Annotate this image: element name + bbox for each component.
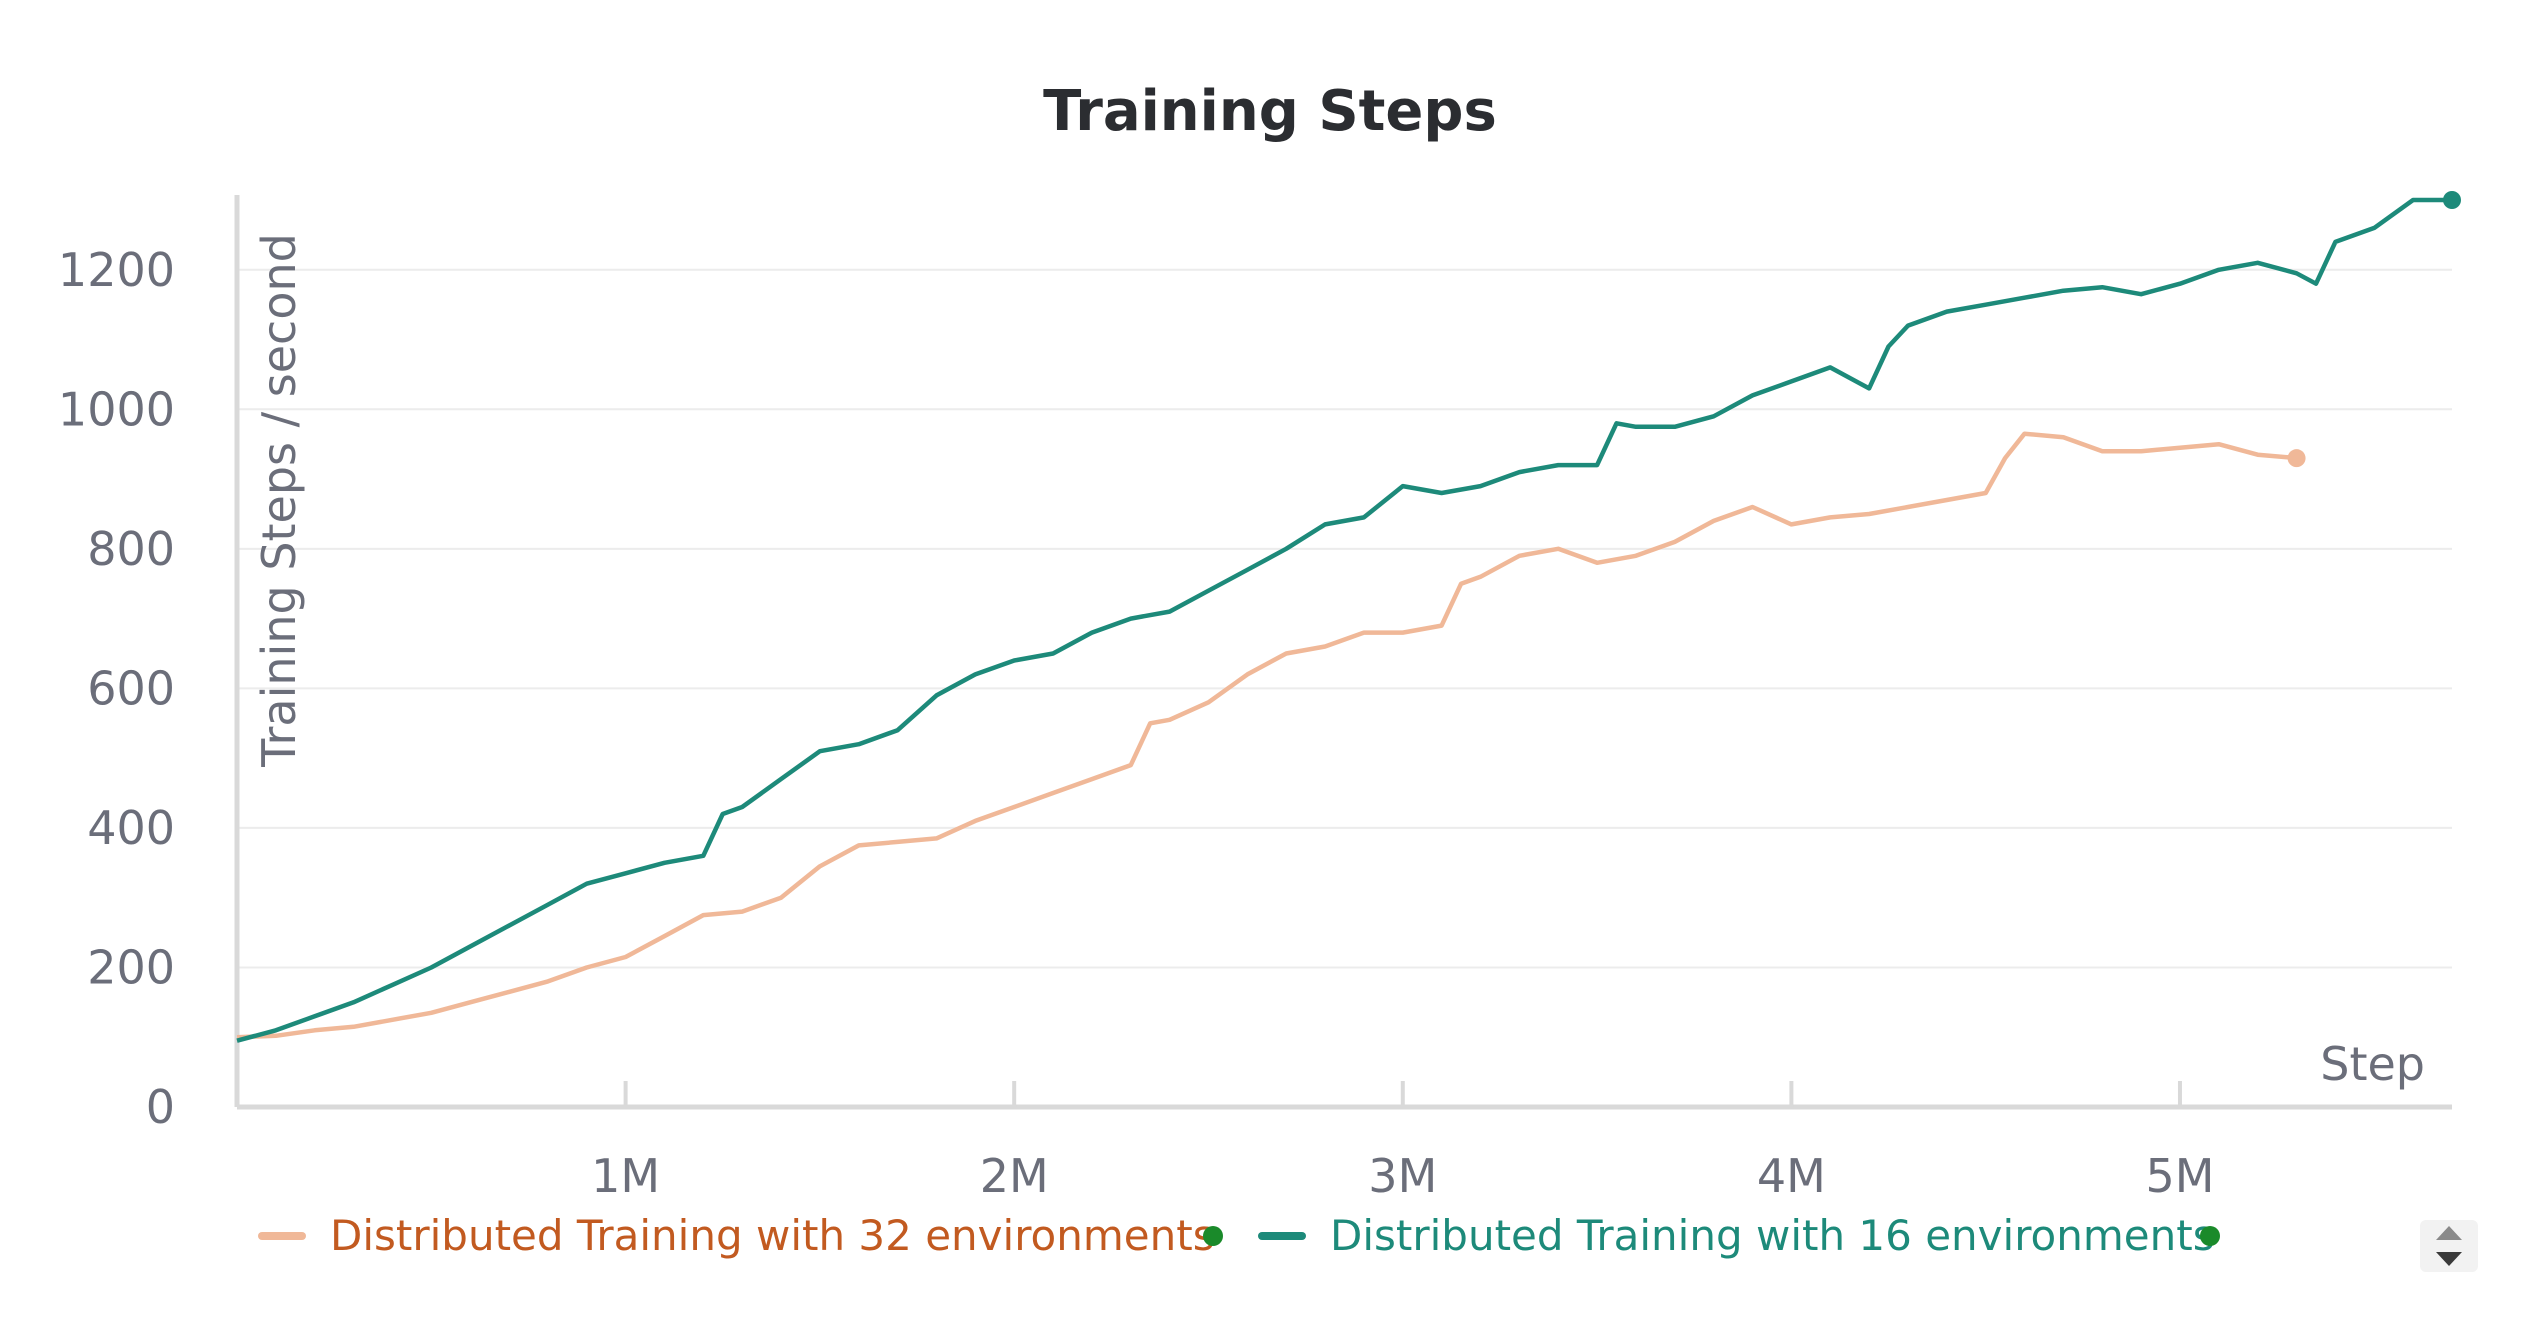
legend-label-2[interactable]: Distributed Training with 16 environment… [1330, 1211, 2215, 1260]
x-tick-label: 4M [1757, 1149, 1826, 1203]
y-tick-label: 1000 [58, 382, 175, 436]
y-tick-label: 1200 [58, 243, 175, 297]
x-tick-label: 2M [980, 1149, 1049, 1203]
legend-label-1[interactable]: Distributed Training with 32 environment… [330, 1211, 1215, 1260]
series-line-1 [236, 431, 2297, 1040]
legend: Distributed Training with 32 environment… [258, 1211, 2220, 1260]
x-axis-label: Step [2320, 1037, 2425, 1091]
x-tick-label: 3M [1368, 1149, 1437, 1203]
series-line-2 [236, 197, 2452, 1043]
y-tick-label: 400 [87, 801, 175, 855]
chart-title: Training Steps [1043, 79, 1497, 144]
legend-scroll-control[interactable] [2420, 1220, 2478, 1272]
legend-status-dot-1 [1203, 1226, 1223, 1246]
series-end-point-2 [2443, 191, 2461, 209]
y-axis-label: Training Steps / second [252, 233, 306, 768]
legend-status-dot-2 [2200, 1226, 2220, 1246]
y-tick-label: 0 [146, 1080, 175, 1134]
scroll-up-icon[interactable] [2436, 1226, 2462, 1240]
y-tick-label: 600 [87, 661, 175, 715]
legend-scroll-bg[interactable] [2420, 1220, 2478, 1272]
x-tick-label: 1M [591, 1149, 660, 1203]
x-tick-label: 5M [2145, 1149, 2214, 1203]
scroll-down-icon[interactable] [2436, 1252, 2462, 1266]
axes: 0 200 400 600 800 1000 1200 1M 2M 3M 4M 5M [58, 195, 2452, 1203]
y-tick-label: 200 [87, 940, 175, 994]
series-end-point-1 [2287, 449, 2306, 468]
y-tick-label: 800 [87, 522, 175, 576]
gridlines [237, 268, 2452, 969]
series-lines [236, 191, 2461, 1043]
